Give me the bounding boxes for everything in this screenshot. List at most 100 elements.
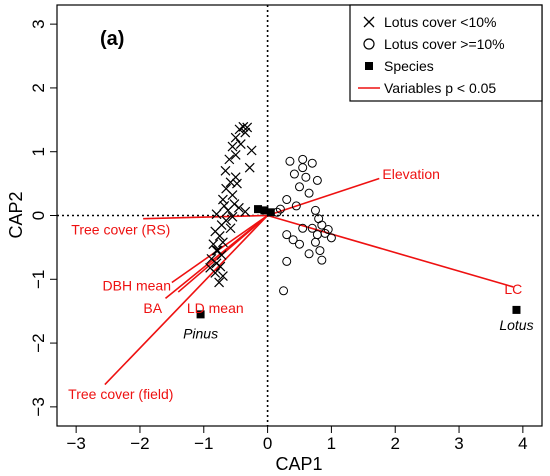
panel-label: (a)	[100, 28, 124, 50]
y-tick-label: 2	[29, 83, 48, 92]
cross-point	[217, 271, 228, 282]
cross-point	[214, 277, 225, 288]
legend: Lotus cover <10% Lotus cover >=10% Speci…	[349, 4, 543, 102]
legend-item-species: Species	[365, 58, 434, 74]
variable-label: Tree cover (RS)	[71, 222, 170, 238]
cross-point	[223, 205, 233, 216]
circle-point	[275, 204, 285, 214]
cross-point	[208, 239, 219, 250]
cross-point	[220, 165, 231, 176]
x-tick-label: −3	[66, 434, 85, 453]
x-tick-label: −1	[194, 434, 213, 453]
legend-item-lotus-high: Lotus cover >=10%	[363, 36, 505, 52]
variable-label: DBH mean	[103, 278, 171, 294]
circle-point	[288, 235, 298, 245]
circle-point	[310, 237, 320, 247]
circle-point	[304, 249, 314, 259]
species-point	[196, 310, 205, 319]
circle-point	[282, 195, 292, 205]
cross-point	[225, 223, 236, 234]
circle-point	[323, 225, 333, 235]
circle-point	[312, 175, 322, 185]
variable-labels: Elevation LC Tree cover (RS) DBH mean BA LD m…	[68, 166, 522, 402]
cross-point	[211, 209, 222, 220]
cross-point	[227, 211, 238, 222]
legend-item-lotus-low: Lotus cover <10%	[363, 14, 496, 30]
variable-arrow	[104, 214, 269, 386]
variable-arrow	[267, 177, 380, 217]
circle-point	[289, 169, 299, 179]
cross-point	[214, 230, 225, 241]
circle-point	[304, 188, 314, 198]
legend-label: Species	[384, 58, 434, 74]
cross-point	[224, 154, 235, 165]
x-axis-title: CAP1	[275, 454, 322, 474]
x-tick-label: 4	[518, 434, 527, 453]
species-label: Pinus	[183, 326, 218, 342]
circle-point	[307, 223, 317, 233]
variable-label: LD mean	[187, 300, 244, 316]
circle-point	[279, 286, 289, 296]
cross-point	[227, 141, 238, 152]
cross-point	[234, 124, 245, 135]
variable-label: Tree cover (field)	[68, 386, 173, 402]
circle-point	[326, 233, 336, 243]
axes: −3 −2 −1 0 1 2 3 4 −3 −2 −1 0 1 2 3	[29, 19, 528, 453]
cross-point	[240, 206, 251, 217]
sample-points	[205, 121, 336, 296]
circle-point	[282, 256, 292, 266]
circle-point	[317, 255, 327, 265]
y-tick-label: 1	[29, 147, 48, 156]
cross-point	[233, 202, 244, 213]
legend-box	[349, 4, 543, 102]
y-tick-label: 3	[29, 19, 48, 28]
circle-point	[317, 220, 327, 230]
cross-point	[230, 149, 241, 160]
cross-point	[217, 194, 228, 205]
circle-point	[298, 163, 308, 173]
circle-point	[285, 156, 295, 166]
cross-point	[242, 122, 253, 133]
legend-item-variables: Variables p < 0.05	[358, 80, 496, 96]
variable-arrow	[143, 214, 268, 220]
x-tick-label: 3	[454, 434, 463, 453]
circle-point	[291, 201, 301, 211]
circle-point	[301, 172, 311, 182]
x-tick-label: 1	[327, 434, 336, 453]
variable-label: Elevation	[382, 166, 440, 182]
x-tick-label: 2	[390, 434, 399, 453]
cross-point	[217, 237, 228, 248]
circle-point	[315, 246, 325, 256]
circle-point	[282, 230, 292, 240]
cross-point	[230, 132, 241, 143]
y-axis-title: CAP2	[6, 191, 26, 238]
cross-point	[240, 127, 251, 138]
cross-point	[244, 162, 255, 173]
square-marker-icon	[365, 62, 373, 70]
variable-label: BA	[143, 300, 162, 316]
circle-marker-icon	[363, 38, 375, 50]
species-label: Lotus	[499, 317, 533, 333]
species-points: Pinus Lotus	[183, 205, 534, 342]
y-tick-label: −2	[29, 333, 48, 352]
cross-point	[215, 261, 226, 272]
species-point	[266, 208, 275, 217]
cross-point	[210, 267, 221, 278]
x-tick-label: 0	[263, 434, 272, 453]
cross-point	[235, 139, 246, 149]
circle-point	[298, 223, 308, 233]
circle-point	[295, 182, 304, 192]
y-tick-label: −1	[29, 270, 48, 289]
cross-point	[211, 245, 222, 256]
cross-point	[225, 177, 236, 188]
x-tick-label: −2	[130, 434, 149, 453]
legend-label: Lotus cover <10%	[384, 14, 496, 30]
legend-label: Lotus cover >=10%	[384, 36, 505, 52]
circle-point	[310, 205, 320, 215]
species-point	[254, 205, 263, 214]
cross-point	[227, 190, 238, 201]
species-point	[512, 305, 521, 314]
species-point	[260, 206, 269, 215]
cross-point	[246, 145, 257, 156]
